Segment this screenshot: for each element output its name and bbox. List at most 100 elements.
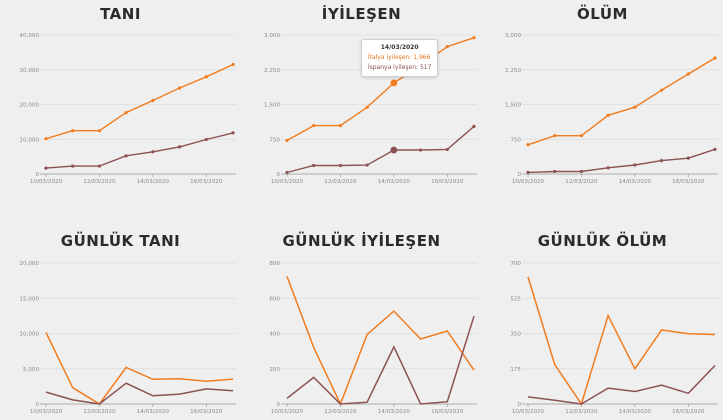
series-line-italy (286, 276, 475, 406)
data-point-italy[interactable] (365, 105, 369, 109)
x-tick-label: 10/03/2020 (30, 409, 63, 415)
data-point-spain[interactable] (445, 147, 449, 152)
y-tick-label: 40,000 (19, 33, 39, 39)
data-point-spain[interactable] (44, 166, 48, 170)
y-tick-label: 0 (517, 172, 521, 178)
y-tick-label: 600 (269, 296, 280, 302)
series-line-italy (527, 276, 716, 406)
data-point-italy[interactable] (659, 88, 664, 92)
data-point-italy[interactable] (44, 137, 48, 141)
y-tick-label: 400 (269, 332, 280, 338)
series-line-italy (45, 332, 234, 406)
x-tick-label: 10/03/2020 (30, 179, 63, 185)
series-line-spain (527, 148, 716, 174)
chart-svg: 0 750 1,500 2,250 3,000 10/03/2020 12/03/2020 1… (264, 33, 477, 185)
y-tick-label: 10,000 (19, 332, 39, 338)
x-tick-label: 12/03/2020 (565, 409, 598, 415)
data-point-italy[interactable] (553, 134, 557, 138)
x-tick-label: 16/03/2020 (672, 409, 705, 415)
chart-panel-4: GÜNLÜK İYİLEŞEN 0 200 400 600 800 10/03/2020 12… (241, 228, 482, 420)
tooltip-spain-value: İspanya iyileşen: 517 (367, 63, 432, 71)
data-point-spain[interactable] (579, 169, 584, 174)
y-tick-label: 0 (517, 402, 521, 408)
x-tick-label: 14/03/2020 (619, 409, 652, 415)
chart-title: TANI (100, 5, 141, 23)
data-point-spain[interactable] (418, 148, 423, 152)
series-line-spain (45, 382, 234, 405)
y-tick-label: 20,000 (19, 103, 39, 109)
chart-panel-1: İYİLEŞEN 0 750 1,500 2,250 3,000 10/03/2020 12/… (241, 0, 482, 192)
data-point-spain[interactable] (472, 124, 476, 128)
data-point-spain[interactable] (124, 154, 128, 158)
data-point-italy[interactable] (312, 123, 316, 128)
y-tick-label: 200 (269, 367, 280, 373)
series-line-spain (45, 132, 234, 169)
x-tick-label: 10/03/2020 (512, 179, 545, 185)
data-point-italy[interactable] (71, 129, 75, 133)
x-tick-label: 12/03/2020 (324, 409, 357, 415)
data-point-spain[interactable] (526, 170, 530, 174)
data-point-spain[interactable] (390, 146, 398, 154)
data-point-italy[interactable] (177, 86, 182, 90)
data-point-italy[interactable] (579, 134, 584, 138)
y-tick-label: 350 (510, 332, 521, 338)
data-point-italy[interactable] (686, 72, 690, 76)
data-point-spain[interactable] (285, 170, 289, 175)
x-tick-label: 10/03/2020 (512, 409, 545, 415)
x-tick-label: 16/03/2020 (190, 409, 223, 415)
y-tick-label: 2,250 (264, 68, 280, 74)
series-line-italy (286, 37, 475, 142)
data-point-spain[interactable] (365, 163, 369, 167)
data-point-spain[interactable] (204, 137, 208, 142)
chart-title: GÜNLÜK ÖLÜM (537, 232, 668, 250)
y-tick-label: 800 (269, 261, 280, 267)
data-point-spain[interactable] (338, 163, 343, 168)
data-point-italy[interactable] (124, 111, 128, 115)
data-point-italy[interactable] (231, 62, 235, 67)
data-point-italy[interactable] (445, 45, 449, 49)
data-point-spain[interactable] (659, 159, 664, 163)
data-point-italy[interactable] (633, 105, 637, 109)
x-tick-label: 12/03/2020 (83, 179, 116, 185)
data-point-italy[interactable] (204, 75, 208, 79)
x-tick-label: 16/03/2020 (190, 179, 223, 185)
data-point-italy[interactable] (151, 98, 155, 103)
data-point-spain[interactable] (713, 147, 717, 151)
y-tick-label: 0 (35, 172, 39, 178)
data-point-spain[interactable] (71, 164, 75, 168)
data-point-spain[interactable] (151, 150, 155, 154)
y-tick-label: 1,500 (264, 103, 280, 109)
y-tick-label: 700 (510, 261, 521, 267)
data-point-italy[interactable] (472, 36, 476, 40)
x-tick-label: 16/03/2020 (672, 179, 705, 185)
x-tick-label: 14/03/2020 (619, 179, 652, 185)
data-point-italy[interactable] (713, 56, 717, 60)
chart-panel-3: GÜNLÜK TANI 0 5,000 10,000 15,000 20,000 10/03… (0, 228, 241, 420)
y-tick-label: 10,000 (19, 137, 39, 143)
y-tick-label: 0 (35, 402, 39, 408)
data-point-spain[interactable] (606, 166, 610, 170)
data-point-spain[interactable] (686, 156, 690, 160)
data-point-italy[interactable] (390, 79, 398, 87)
y-tick-label: 5,000 (23, 367, 39, 373)
data-point-italy[interactable] (526, 143, 530, 147)
data-point-spain[interactable] (177, 145, 182, 149)
y-tick-label: 750 (510, 137, 521, 143)
data-point-spain[interactable] (97, 164, 102, 168)
series-line-spain (527, 364, 716, 405)
data-point-italy[interactable] (606, 113, 610, 117)
data-point-spain[interactable] (633, 163, 637, 167)
y-tick-label: 0 (276, 402, 280, 408)
x-tick-label: 12/03/2020 (324, 179, 357, 185)
series-line-spain (286, 125, 475, 174)
x-tick-label: 14/03/2020 (137, 409, 170, 415)
data-point-italy[interactable] (338, 123, 343, 128)
data-point-italy[interactable] (97, 129, 102, 133)
x-tick-label: 16/03/2020 (431, 179, 464, 185)
data-point-spain[interactable] (312, 163, 316, 168)
data-point-spain[interactable] (553, 169, 557, 174)
data-point-italy[interactable] (285, 138, 289, 143)
data-point-spain[interactable] (231, 131, 235, 135)
y-tick-label: 175 (510, 367, 521, 373)
